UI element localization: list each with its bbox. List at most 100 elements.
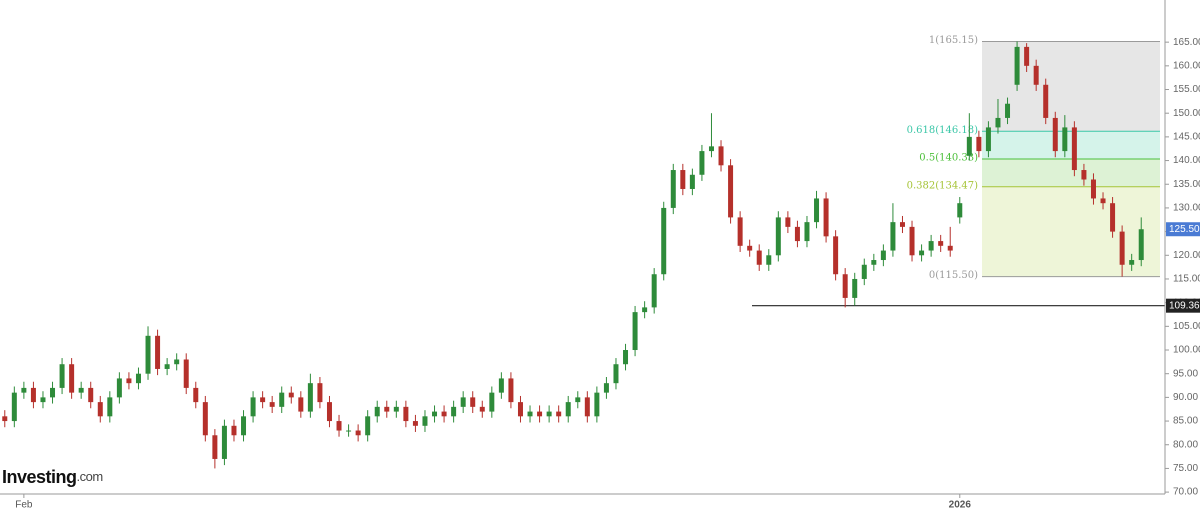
candle-body	[107, 397, 113, 417]
y-tick-label: 130.00	[1173, 203, 1200, 214]
candle-body	[441, 411, 447, 417]
price-badge-label: 125.50	[1169, 224, 1200, 235]
fib-zone	[982, 131, 1160, 159]
logo-suffix: .com	[77, 469, 103, 484]
candle-body	[1052, 117, 1058, 152]
candle-body	[97, 402, 103, 417]
candle-body	[2, 416, 8, 422]
candle-body	[451, 406, 457, 417]
candle-body	[1024, 46, 1030, 66]
candle-body	[594, 392, 600, 417]
candle-body	[250, 397, 256, 417]
candle-body	[412, 421, 418, 426]
x-tick-label: Feb	[15, 500, 33, 511]
candle-body	[728, 165, 734, 218]
candle-body	[212, 435, 218, 459]
candle-body	[546, 411, 552, 417]
candle-body	[556, 411, 562, 417]
candle-body	[384, 406, 390, 412]
candle-body	[1005, 103, 1011, 118]
candle-body	[670, 170, 676, 208]
candle-body	[307, 383, 313, 412]
candle-body	[947, 245, 953, 251]
candle-body	[976, 136, 982, 152]
candle-body	[336, 421, 342, 431]
y-tick-label: 135.00	[1173, 179, 1200, 190]
candle-body	[1090, 179, 1096, 199]
candle-body	[11, 392, 17, 422]
candle-body	[651, 274, 657, 308]
candle-body	[1129, 260, 1135, 265]
y-tick-label: 75.00	[1173, 463, 1198, 474]
candle-body	[871, 260, 877, 265]
candle-body	[814, 198, 820, 223]
y-tick-label: 115.00	[1173, 274, 1200, 285]
y-tick-label: 165.00	[1173, 37, 1200, 48]
candle-body	[288, 392, 294, 398]
candle-body	[823, 198, 829, 237]
candle-body	[1043, 84, 1049, 118]
candle-body	[279, 392, 285, 407]
y-tick-label: 145.00	[1173, 132, 1200, 143]
candle-body	[708, 146, 714, 152]
candle-body	[584, 397, 590, 417]
candle-body	[1138, 229, 1144, 261]
candle-body	[718, 146, 724, 166]
candle-body	[623, 350, 629, 365]
candle-body	[899, 222, 905, 227]
candle-body	[355, 430, 361, 436]
candle-body	[613, 364, 619, 384]
candle-body	[489, 392, 495, 412]
candle-body	[145, 335, 151, 374]
candle-body	[1119, 231, 1125, 265]
y-tick-label: 120.00	[1173, 250, 1200, 261]
candle-body	[852, 278, 858, 298]
candle-body	[642, 307, 648, 313]
logo: Investing.com	[2, 467, 103, 487]
candle-body	[537, 411, 543, 417]
candle-body	[317, 383, 323, 403]
candle-body	[1033, 65, 1039, 85]
candle-body	[269, 402, 275, 407]
candle-body	[298, 397, 304, 412]
candle-body	[88, 387, 94, 403]
candle-body	[661, 207, 667, 275]
candle-body	[393, 406, 399, 412]
candle-body	[747, 245, 753, 251]
candle-body	[422, 416, 428, 426]
candle-body	[479, 406, 485, 412]
candle-body	[890, 222, 896, 251]
candle-body	[833, 236, 839, 275]
price-badge-label: 109.36	[1169, 300, 1200, 311]
candle-body	[680, 170, 686, 189]
y-tick-label: 155.00	[1173, 84, 1200, 95]
candle-body	[470, 397, 476, 407]
candle-body	[260, 397, 266, 403]
candle-body	[804, 222, 810, 242]
y-tick-label: 95.00	[1173, 368, 1198, 379]
candle-body	[126, 378, 132, 384]
candle-body	[957, 203, 963, 218]
y-tick-label: 85.00	[1173, 416, 1198, 427]
candle-body	[928, 241, 934, 251]
fib-label: 0(115.50)	[929, 270, 978, 281]
candle-body	[231, 425, 237, 436]
candle-body	[174, 359, 180, 365]
candle-body	[756, 250, 762, 265]
candle-body	[30, 387, 36, 403]
candle-body	[785, 217, 791, 227]
price-badge	[1166, 222, 1200, 237]
candle-body	[909, 226, 915, 256]
fib-label: 1(165.15)	[929, 35, 978, 46]
candle-body	[766, 255, 772, 265]
y-tick-label: 150.00	[1173, 108, 1200, 119]
candle-body	[498, 378, 504, 393]
candle-body	[775, 217, 781, 256]
y-tick-label: 100.00	[1173, 345, 1200, 356]
y-tick-label: 70.00	[1173, 487, 1198, 498]
candle-body	[508, 378, 514, 403]
candle-body	[21, 387, 27, 393]
candle-body	[155, 335, 161, 369]
candle-body	[517, 402, 523, 417]
candle-body	[202, 402, 208, 436]
